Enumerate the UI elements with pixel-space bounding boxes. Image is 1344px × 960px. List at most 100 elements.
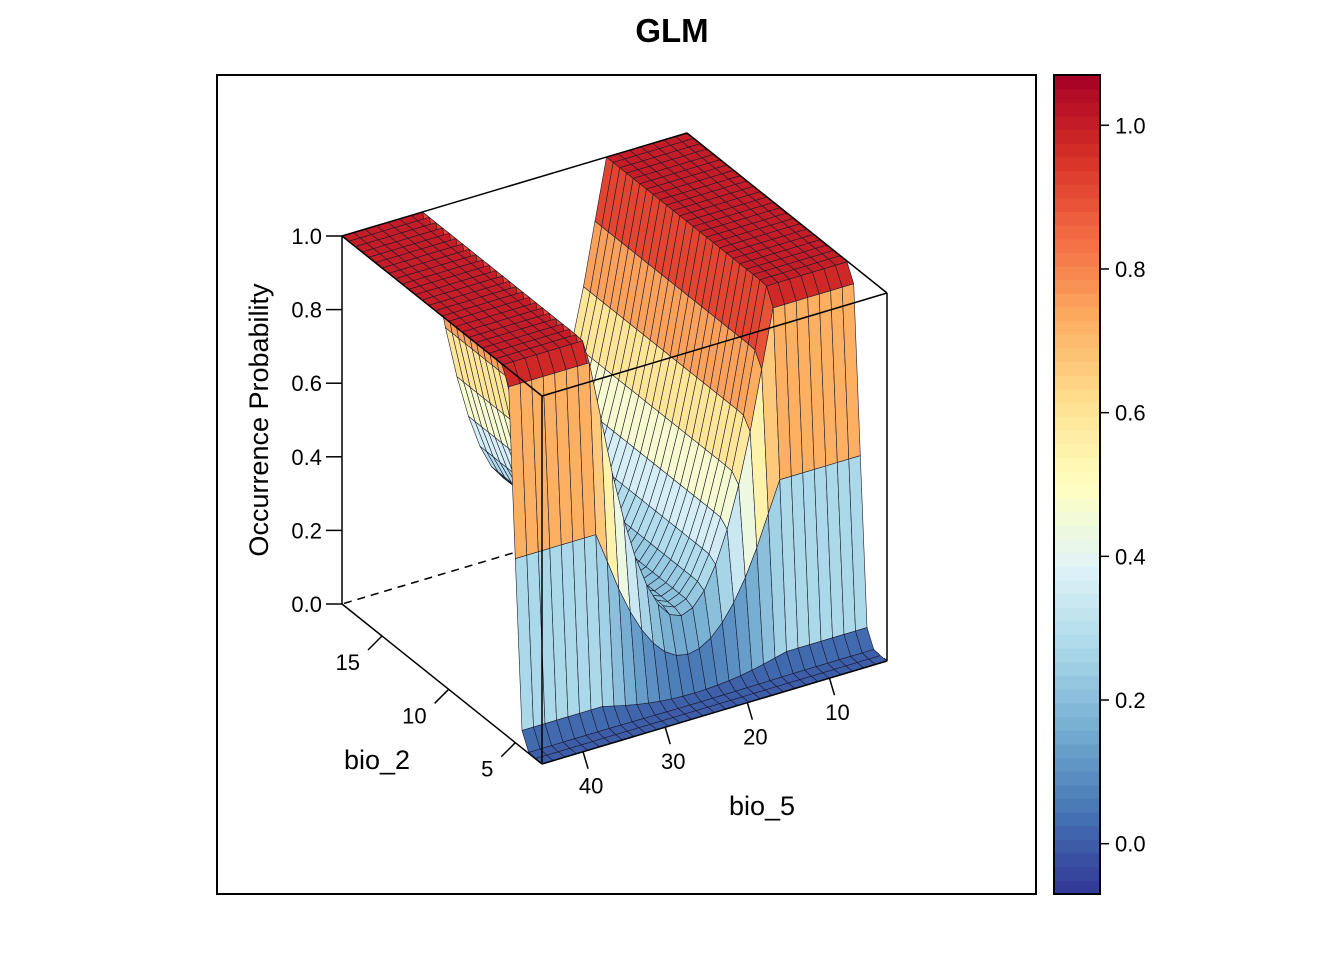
box-edge [341,235,543,397]
x-tick-label: 5 [481,757,493,782]
colorbar-segment [1054,170,1100,185]
colorbar-segment [1054,880,1100,895]
x-tick-label: 15 [336,650,360,675]
y-tick-label: 40 [579,774,603,799]
colorbar-segment [1054,184,1100,199]
colorbar-segment [1054,525,1100,540]
surface [341,132,888,765]
colorbar-segment [1054,320,1100,335]
colorbar-segment [1054,402,1100,417]
colorbar-segment [1054,757,1100,772]
colorbar-tick-label: 1.0 [1115,113,1146,138]
colorbar-segment [1054,566,1100,581]
colorbar-segment [1054,348,1100,363]
x-tick-label: 10 [402,703,426,728]
colorbar-tick-label: 0.0 [1115,832,1146,857]
colorbar-segment [1054,143,1100,158]
colorbar-frame [1053,74,1101,895]
colorbar-segment [1054,225,1100,240]
colorbar-segment [1054,115,1100,131]
box-edge [341,603,543,765]
colorbar-segment [1054,661,1100,677]
colorbar-segment [1054,511,1100,526]
colorbar-segment [1054,866,1100,881]
colorbar-segment [1054,771,1100,786]
colorbar-segment [1054,621,1100,636]
colorbar-segment [1054,812,1100,827]
colorbar-segment [1054,648,1100,663]
z-tick-label: 0.4 [291,445,322,470]
colorbar-segment [1054,102,1100,117]
y-tick-mark [828,677,836,696]
y-tick-label: 20 [743,725,767,750]
colorbar-segment [1054,839,1100,854]
y-tick-label: 30 [661,749,685,774]
colorbar-segment [1054,88,1100,103]
colorbar-segment [1054,689,1100,704]
colorbar-segment [1054,416,1100,431]
colorbar-segment [1054,211,1100,226]
colorbar-segment [1054,593,1100,608]
colorbar-segment [1054,293,1100,308]
colorbar-segment [1054,252,1100,267]
colorbar-segment [1054,798,1100,813]
z-axis-label: Occurrence Probability [244,283,274,557]
colorbar-segment [1054,279,1100,294]
colorbar-segment [1054,825,1100,840]
z-tick-label: 0.6 [291,371,322,396]
colorbar-segment [1054,484,1100,499]
colorbar-tick-label: 0.8 [1115,257,1146,282]
colorbar-segment [1054,675,1100,690]
box-edge [341,132,688,237]
colorbar-segment [1054,361,1100,376]
colorbar-segment [1054,443,1100,458]
x-axis-label: bio_2 [344,745,410,775]
colorbar-tick-label: 0.6 [1115,401,1146,426]
z-tick-label: 1.0 [291,224,322,249]
colorbar-segment [1054,498,1100,513]
colorbar-segment [1054,580,1100,595]
y-tick-mark [746,702,754,720]
colorbar-segment [1054,634,1100,649]
colorbar-segment [1054,730,1100,745]
colorbar-segment [1054,388,1100,404]
colorbar-segment [1054,197,1100,212]
colorbar-segment [1054,743,1100,758]
y-tick-mark [582,751,589,769]
colorbar-segment [1054,607,1100,622]
y-axis-label: bio_5 [729,791,795,821]
colorbar-segment [1054,539,1100,554]
box-edge [686,132,888,294]
colorbar-segment [1054,375,1100,390]
colorbar-segment [1054,429,1100,445]
y-tick-mark [664,727,671,745]
axes: 0.0 0.2 0.4 0.6 0.8 1.0 5 10 15 10 20 30 40 [291,224,849,799]
colorbar-tick-label: 0.4 [1115,544,1146,569]
colorbar-segment [1054,238,1100,253]
colorbar: 0.0 0.2 0.4 0.6 0.8 1.0 [1053,74,1146,895]
colorbar-segment [1054,552,1100,567]
colorbar-segment [1054,129,1100,144]
colorbar-segment [1054,470,1100,485]
z-tick-label: 0.2 [291,518,322,543]
colorbar-tick-label: 0.2 [1115,688,1146,713]
colorbar-segment [1054,702,1100,718]
colorbar-segment [1054,75,1100,90]
x-tick-mark [434,688,450,704]
colorbar-segment [1054,266,1100,281]
chart-title: GLM [635,12,708,49]
y-tick-label: 10 [825,700,849,725]
colorbar-segment [1054,156,1100,172]
box-edge [541,292,888,397]
colorbar-segment [1054,716,1100,731]
colorbar-segment [1054,784,1100,799]
colorbar-segment [1054,457,1100,472]
colorbar-segment [1054,334,1100,349]
plot-frame [216,74,1037,895]
z-tick-label: 0.0 [291,592,322,617]
colorbar-segment [1054,853,1100,868]
colorbar-segment [1054,307,1100,322]
x-tick-mark [367,635,383,651]
x-tick-mark [500,742,516,758]
